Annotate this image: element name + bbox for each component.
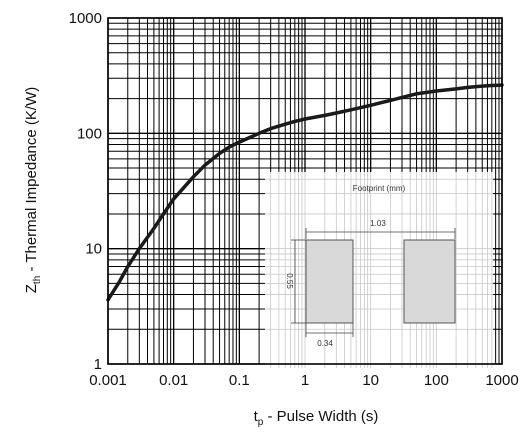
y-tick-label: 1 [94, 356, 102, 373]
x-tick-label: 0.001 [89, 372, 127, 389]
y-tick-labels: 1 10 100 1000 [69, 10, 102, 373]
inset-pad-right [403, 239, 456, 324]
x-tick-label: 1 [301, 372, 309, 389]
inset-dim-height-label: 0.55 [285, 273, 294, 289]
x-tick-label: 1000 [485, 372, 518, 389]
inset-background [265, 172, 493, 368]
inset-dim-spacing-label: 1.03 [370, 219, 386, 228]
y-tick-label: 1000 [69, 10, 102, 27]
thermal-impedance-curve [106, 83, 504, 302]
y-tick-label: 100 [77, 125, 102, 142]
plot-frame [107, 17, 503, 365]
inset-pad-left [305, 239, 354, 324]
x-tick-label: 0.1 [229, 372, 250, 389]
x-tick-labels: 0.001 0.01 0.1 1 10 100 1000 [89, 372, 518, 389]
x-tick-label: 100 [424, 372, 449, 389]
x-tick-label: 10 [362, 372, 379, 389]
footprint-inset: Footprint (mm) 1.03 0.55 0.34 [265, 172, 493, 368]
y-axis-title: Zth - Thermal Impedance (K/W) [23, 87, 43, 293]
x-axis-title: tp - Pulse Width (s) [254, 408, 379, 428]
inset-dim-width-label: 0.34 [317, 339, 333, 348]
inset-title: Footprint (mm) [353, 184, 406, 193]
y-tick-label: 10 [85, 241, 102, 258]
x-tick-label: 0.01 [159, 372, 188, 389]
